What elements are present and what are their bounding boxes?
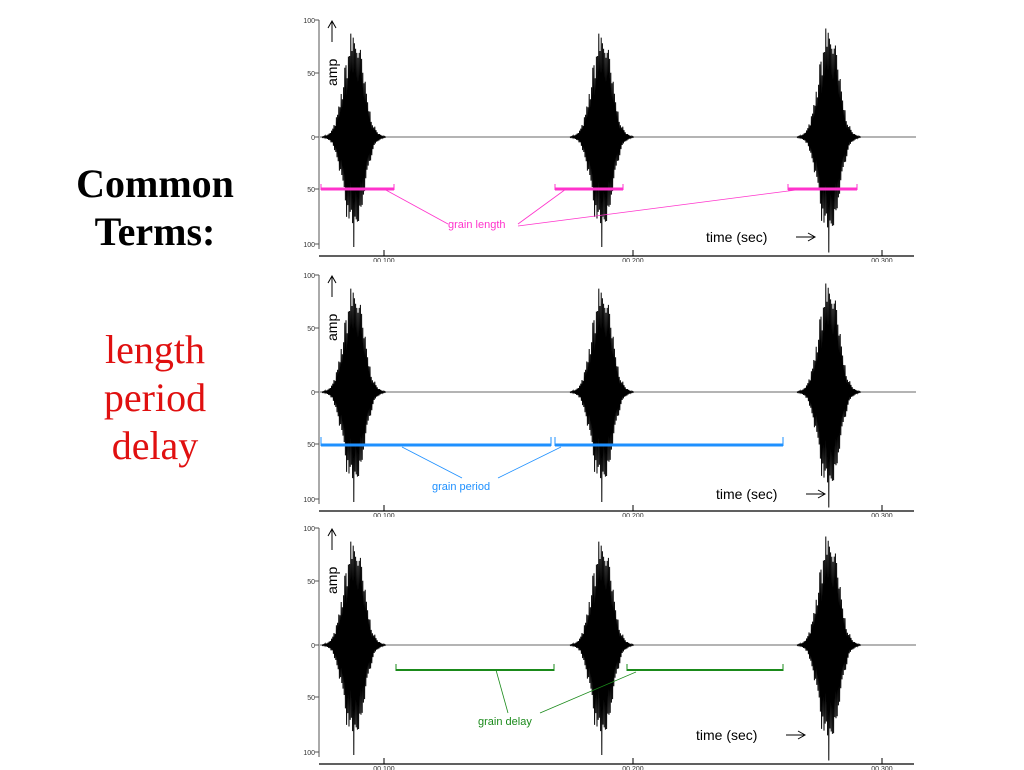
grain-length-label: grain length: [448, 219, 506, 231]
term-period: period: [103, 375, 207, 420]
grain-waveform: [796, 28, 861, 253]
grain-delay-label: grain delay: [478, 716, 532, 728]
grain-waveform: [321, 33, 386, 248]
time-arrowhead-icon: [807, 232, 817, 242]
y-tick-label: 0: [311, 643, 315, 650]
delay-diagram-svg: 100 50 0 50 100 00.100 00.200 00.300 amp time (se…: [303, 526, 916, 770]
length-diagram-svg: 100 50 0 50 100 00.100 00.200 00.300 amp time (se…: [303, 18, 916, 262]
grain-waveform: [321, 541, 386, 756]
leader-line: [517, 189, 797, 227]
amp-arrowhead-icon: [327, 274, 337, 284]
time-axis-label: time (sec): [716, 486, 777, 502]
y-tick-label: 50: [307, 695, 315, 702]
x-tick-label: 00.200: [622, 766, 644, 770]
grain-waveform: [321, 288, 386, 503]
y-tick-label: 100: [303, 497, 315, 504]
leader-line: [383, 188, 449, 225]
x-tick-label: 00.300: [871, 513, 893, 517]
x-tick-label: 00.100: [373, 258, 395, 262]
leader-line: [517, 188, 567, 225]
time-arrowhead-icon: [817, 489, 827, 499]
x-tick-label: 00.100: [373, 766, 395, 770]
leader-line: [401, 446, 463, 479]
y-tick-label: 100: [303, 18, 315, 25]
y-tick-label: 100: [303, 273, 315, 280]
y-tick-label: 50: [307, 326, 315, 333]
y-tick-label: 50: [307, 187, 315, 194]
term-length: length: [105, 327, 205, 372]
time-arrowhead-icon: [797, 730, 807, 740]
term-delay: delay: [111, 423, 199, 468]
terms-list: length period delay: [30, 326, 280, 470]
x-tick-label: 00.300: [871, 766, 893, 770]
x-tick-label: 00.100: [373, 513, 395, 517]
grain-waveform: [796, 283, 861, 508]
time-axis-label: time (sec): [706, 229, 767, 245]
y-tick-label: 0: [311, 390, 315, 397]
leader-line: [539, 671, 637, 714]
grain-waveform: [569, 541, 634, 756]
y-tick-label: 50: [307, 442, 315, 449]
leader-line: [497, 446, 562, 479]
page-title: Common Terms:: [76, 161, 234, 254]
y-tick-label: 100: [303, 242, 315, 249]
amp-axis-label: amp: [324, 314, 340, 341]
grain-period-label: grain period: [432, 481, 490, 493]
x-tick-label: 00.200: [622, 258, 644, 262]
amp-arrowhead-icon: [327, 527, 337, 537]
period-diagram-svg: 100 50 0 50 100 00.100 00.200 00.300 amp time (se…: [303, 273, 916, 517]
y-tick-label: 100: [303, 526, 315, 533]
y-tick-label: 50: [307, 71, 315, 78]
y-tick-label: 0: [311, 135, 315, 142]
y-tick-label: 100: [303, 750, 315, 757]
x-tick-label: 00.200: [622, 513, 644, 517]
grain-waveform: [569, 33, 634, 248]
amp-axis-label: amp: [324, 59, 340, 86]
amp-arrowhead-icon: [327, 19, 337, 29]
grain-period-panel: 100 50 0 50 100 00.100 00.200 00.300 amp time (se…: [296, 267, 920, 517]
grain-delay-panel: 100 50 0 50 100 00.100 00.200 00.300 amp time (se…: [296, 520, 920, 770]
leader-line: [495, 669, 509, 714]
grain-length-panel: 100 50 0 50 100 00.100 00.200 00.300 amp time (se…: [296, 12, 920, 262]
grain-waveform: [569, 288, 634, 503]
grain-waveform: [796, 536, 861, 761]
y-tick-label: 50: [307, 579, 315, 586]
x-tick-label: 00.300: [871, 258, 893, 262]
amp-axis-label: amp: [324, 567, 340, 594]
time-axis-label: time (sec): [696, 727, 757, 743]
